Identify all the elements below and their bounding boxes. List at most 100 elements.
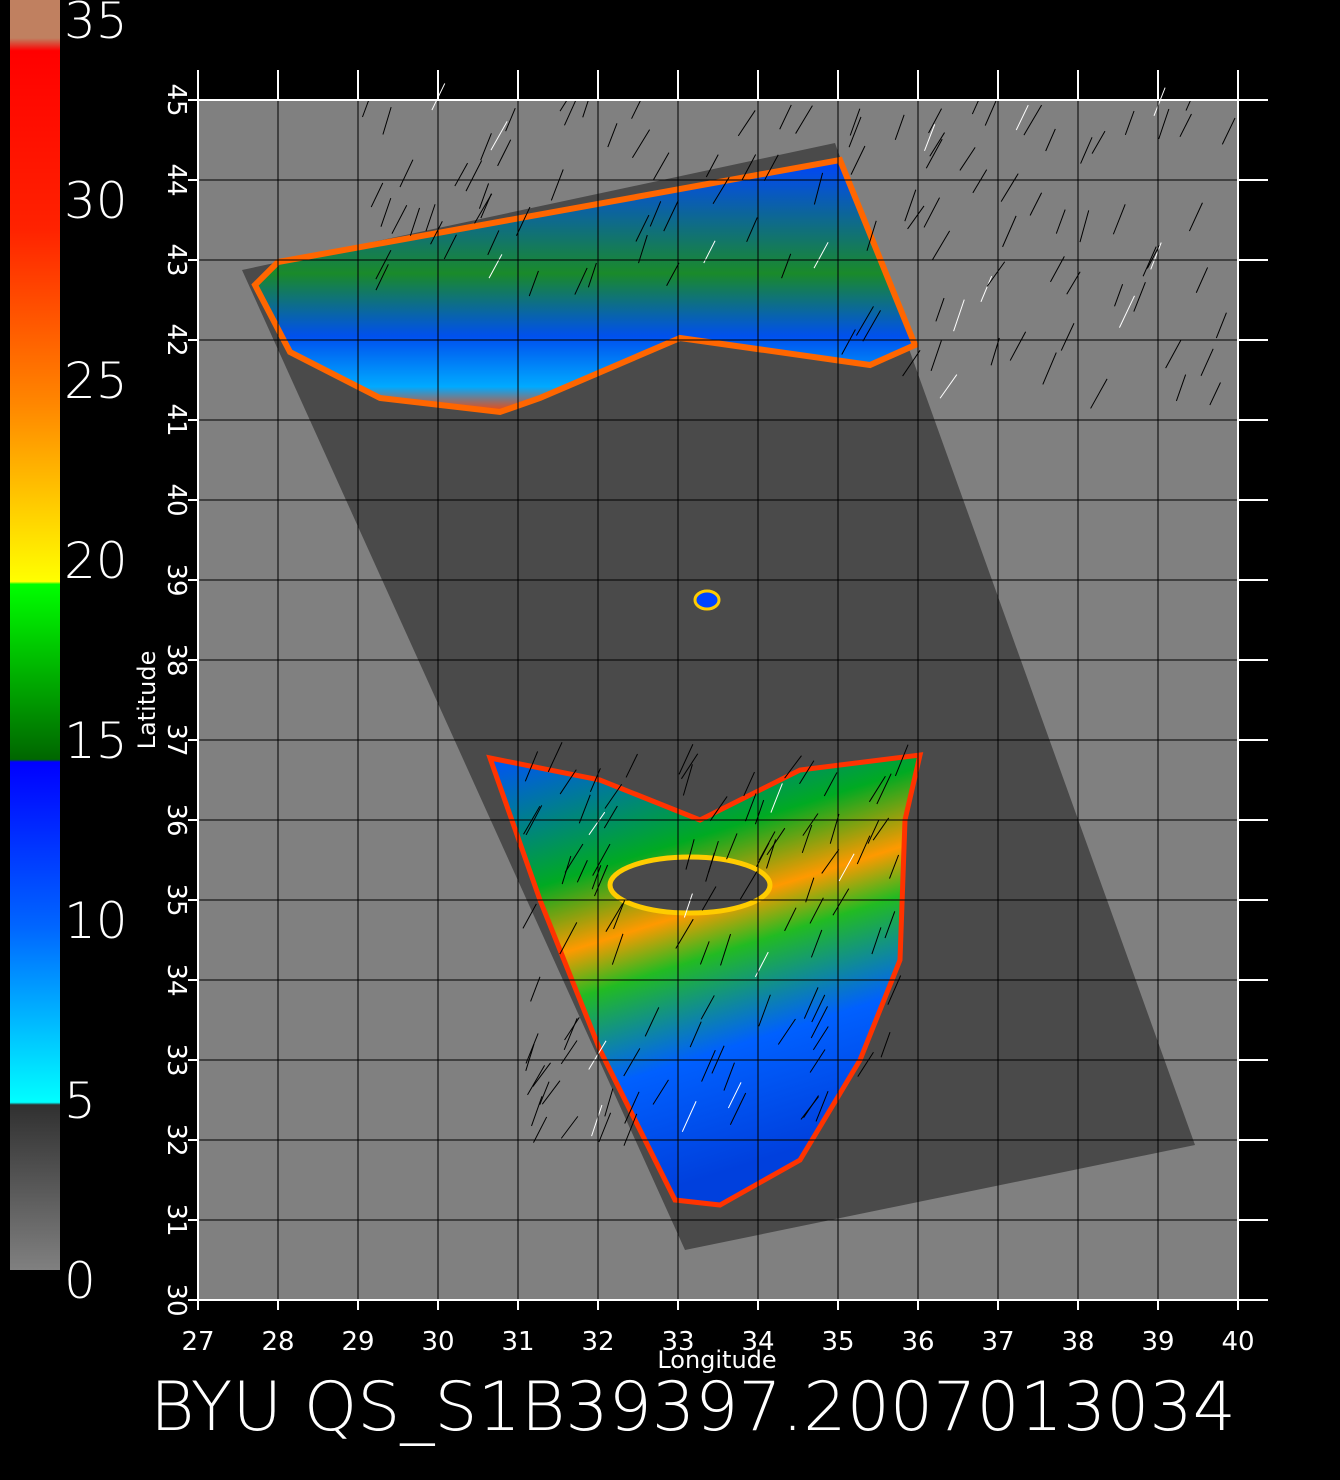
x-tick-label: 32 <box>581 1327 614 1357</box>
wind-barb <box>1185 85 1198 111</box>
wind-barb <box>1079 210 1090 243</box>
wind-barb <box>613 900 625 930</box>
wind-barb <box>894 744 909 777</box>
wind-barb <box>488 254 503 279</box>
x-axis-label: Longitude <box>657 1346 776 1374</box>
x-tick-label: 37 <box>981 1327 1014 1357</box>
x-tick-label: 38 <box>1061 1327 1094 1357</box>
wind-barb <box>685 839 695 870</box>
wind-barb <box>986 261 1006 287</box>
wind-barb <box>904 189 917 222</box>
wind-barb <box>497 139 512 167</box>
small-region <box>693 589 721 611</box>
wind-barb <box>561 855 572 885</box>
wind-barb <box>763 154 779 182</box>
wind-barb <box>382 107 392 135</box>
wind-barb <box>1090 378 1108 409</box>
wind-barb <box>559 769 577 795</box>
wind-barb <box>1221 117 1236 145</box>
wind-barb <box>576 860 588 883</box>
wind-barb <box>375 249 392 280</box>
wind-barb <box>726 833 738 860</box>
wind-barb <box>505 108 516 132</box>
wind-barb <box>1091 130 1106 154</box>
wind-barb <box>430 221 443 245</box>
wind-barb <box>564 1017 580 1041</box>
wind-barb <box>907 205 925 230</box>
wind-barb <box>953 299 965 332</box>
wind-barb <box>1158 108 1170 140</box>
wind-barb <box>729 1092 747 1125</box>
wind-barb <box>1112 204 1126 235</box>
wind-barb <box>810 1006 828 1039</box>
wind-barb <box>525 1043 535 1071</box>
wind-barb <box>823 772 838 797</box>
wind-barb <box>370 182 384 208</box>
wind-barb <box>1015 104 1029 131</box>
wind-barb <box>799 760 815 785</box>
wind-barb <box>805 877 815 903</box>
wind-barb <box>531 1096 543 1127</box>
x-tick-label: 30 <box>421 1327 454 1357</box>
wind-barb <box>375 264 389 291</box>
wind-barb <box>727 1082 742 1109</box>
colorbar-label: 30 <box>64 172 128 230</box>
wind-barb <box>588 811 606 836</box>
wind-barb <box>1188 202 1203 232</box>
wind-barb <box>604 1088 614 1117</box>
wind-barb <box>866 220 877 251</box>
title: BYU QS_S1B39397.2007013034 <box>150 1368 1236 1447</box>
wind-barb <box>1215 312 1227 339</box>
y-tick-label: 30 <box>161 1283 191 1316</box>
wind-barb <box>547 742 563 773</box>
wind-barb <box>862 310 881 342</box>
colorbar-label: 0 <box>64 1252 96 1310</box>
wind-barb <box>758 994 771 1027</box>
wind-barb <box>700 995 715 1020</box>
wind-barb <box>678 744 694 775</box>
wind-barb <box>932 230 951 260</box>
wind-barb <box>972 169 988 194</box>
wind-barb <box>559 922 578 955</box>
wind-barb <box>902 349 921 377</box>
colorbar-label: 25 <box>64 352 128 410</box>
y-tick-label: 37 <box>161 723 191 756</box>
wind-barb <box>811 994 826 1023</box>
y-tick-label: 40 <box>161 483 191 516</box>
wind-barb <box>703 240 716 264</box>
wind-barb <box>527 1065 546 1096</box>
y-tick-label: 44 <box>161 163 191 196</box>
wind-barb <box>480 193 492 219</box>
wind-barb <box>443 234 457 260</box>
wind-barb <box>1150 242 1162 270</box>
wind-barb <box>611 933 624 965</box>
wind-barb <box>959 147 976 171</box>
wind-barb <box>362 89 374 118</box>
wind-barb <box>705 852 715 882</box>
wind-barb <box>409 207 421 236</box>
wind-barb <box>758 831 776 861</box>
wind-barb <box>530 976 541 1002</box>
wind-barb <box>465 160 483 192</box>
wind-barb <box>720 933 732 966</box>
wind-barb <box>802 813 819 836</box>
wind-barb <box>848 116 862 148</box>
colorbar-label: 15 <box>64 712 128 770</box>
wind-barb <box>876 773 892 805</box>
wind-barb <box>1175 374 1187 402</box>
x-tick-label: 36 <box>901 1327 934 1357</box>
wind-barb <box>1002 215 1017 248</box>
wind-barb <box>598 1112 612 1143</box>
y-tick-label: 41 <box>161 403 191 436</box>
wind-barb <box>1060 323 1075 351</box>
x-tick-label: 40 <box>1221 1327 1254 1357</box>
wind-barb <box>723 1062 735 1091</box>
y-tick-label: 39 <box>161 563 191 596</box>
wind-barb <box>1009 331 1027 361</box>
wind-barb <box>743 771 755 797</box>
wind-barb <box>737 110 756 137</box>
wind-barb <box>809 1049 826 1073</box>
wind-barb <box>803 987 819 1019</box>
